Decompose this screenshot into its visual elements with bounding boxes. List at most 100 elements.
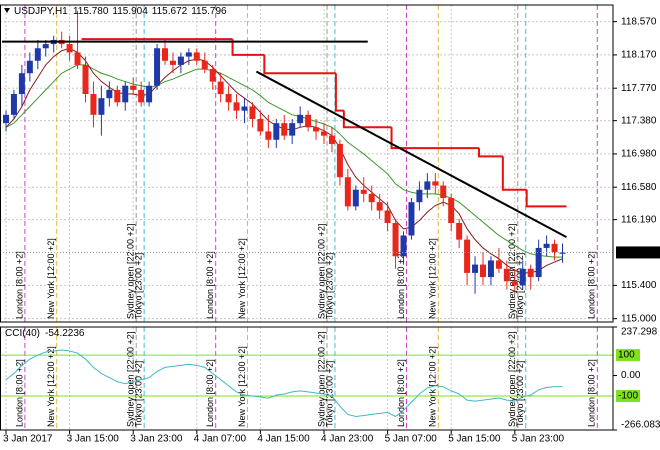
candle-body: [321, 131, 327, 136]
candle-body: [3, 114, 9, 124]
candle-body: [344, 177, 351, 207]
candle-body: [146, 85, 153, 103]
candle-body: [273, 123, 280, 140]
session-label: Sydney open [22:00 +2]: [316, 224, 326, 319]
candle-body: [368, 193, 375, 203]
x-tick-label: 5 Jan 07:00: [385, 434, 438, 445]
session-label: Sydney open [22:00 +2]: [316, 332, 326, 427]
candle-body: [495, 260, 502, 269]
session-label: New York [12:00 +2]: [428, 238, 438, 319]
candle-body: [336, 143, 343, 178]
session-label: London [8:00 +2]: [396, 251, 406, 319]
y-tick-label: 115.400: [621, 280, 657, 291]
session-label: Tokyo [23:00 +2]: [134, 361, 144, 427]
candle-body: [559, 252, 566, 254]
menu-triangle[interactable]: [4, 8, 10, 13]
candle-body: [480, 264, 486, 278]
session-label: London [8:00 +2]: [587, 359, 597, 427]
candle-body: [265, 131, 272, 140]
candle-body: [503, 268, 510, 282]
candle-body: [360, 189, 367, 194]
session-label: London [8:00 +2]: [14, 251, 24, 319]
candle-body: [408, 202, 415, 236]
y-tick-label: 116.580: [621, 182, 657, 193]
session-label: Sydney open [22:00 +2]: [507, 224, 517, 319]
candle-body: [185, 52, 192, 57]
session-label: Tokyo [23:00 +2]: [324, 361, 334, 427]
session-label: Sydney open [22:00 +2]: [126, 224, 136, 319]
candle-body: [305, 114, 312, 128]
candle-body: [376, 202, 383, 211]
candle-body: [18, 73, 25, 95]
candle-body: [217, 81, 224, 95]
candle-body: [98, 98, 105, 115]
cci-frame: [0, 326, 614, 431]
last-price-box: [616, 246, 660, 259]
cci-level-box: [616, 390, 640, 403]
cci-last: -54.2236: [45, 328, 85, 339]
candle-body: [297, 114, 304, 124]
candle-body: [26, 60, 33, 74]
y-tick-label: 117.380: [621, 115, 657, 126]
plot-layer: 118.570 118.170 117.770 117.380 116.980 116.5…: [0, 4, 660, 445]
session-label: New York [12:00 +2]: [237, 346, 247, 427]
candle-body: [241, 106, 248, 111]
candle-body: [114, 89, 121, 103]
candle-body: [209, 69, 216, 82]
candle-body: [543, 243, 550, 248]
y-tick-label: 237.298: [621, 327, 658, 338]
candle-body: [154, 48, 161, 86]
session-label: London [8:00 +2]: [205, 251, 215, 319]
candle-body: [519, 268, 526, 286]
x-tick-label: 5 Jan 15:00: [448, 434, 501, 445]
candle-body: [328, 135, 335, 144]
session-label: London [8:00 +2]: [396, 359, 406, 427]
low-label: 115.672: [152, 6, 188, 17]
candle-body: [281, 123, 288, 136]
candle-body: [10, 94, 17, 115]
session-label: London [8:00 +2]: [14, 359, 24, 427]
candle-body: [257, 118, 264, 132]
trendline: [255, 70, 567, 239]
cci-line: [5, 349, 563, 418]
cci-header: CCI(40) -54.2236: [5, 328, 85, 339]
candle-body: [74, 52, 81, 65]
overlay-line: [5, 64, 563, 258]
last-price-label: 115.796: [621, 247, 657, 258]
candle-body: [313, 127, 320, 132]
open-label: 115.780: [73, 6, 109, 17]
x-tick-label: 3 Jan 15:00: [67, 434, 120, 445]
session-label: Tokyo [23:00 +2]: [134, 253, 144, 319]
candle-body: [448, 198, 455, 223]
session-label: Tokyo [23:00 +2]: [515, 361, 525, 427]
candle-body: [42, 44, 49, 49]
x-tick-label: 4 Jan 15:00: [257, 434, 310, 445]
y-tick-label: 118.170: [621, 50, 657, 61]
symbol: USDJPY,H1: [14, 6, 68, 17]
session-label: New York [12:00 +2]: [237, 238, 247, 319]
y-tick-label: 116.190: [621, 214, 657, 225]
candle-body: [424, 181, 431, 190]
cci-level-label: 100: [618, 350, 635, 361]
candle-body: [352, 189, 359, 207]
x-tick-label: 4 Jan 07:00: [194, 434, 247, 445]
x-tick-label: 5 Jan 23:00: [512, 434, 565, 445]
session-label: London [8:00 +2]: [587, 251, 597, 319]
candle-body: [432, 181, 439, 186]
session-label: Sydney open [22:00 +2]: [507, 332, 517, 427]
session-label: Tokyo [23:00 +2]: [324, 253, 334, 319]
candle-body: [193, 52, 200, 61]
session-label: New York [12:00 +2]: [46, 238, 56, 319]
candle-body: [249, 106, 256, 119]
candle-body: [487, 260, 494, 278]
candle-body: [511, 281, 518, 286]
candle-body: [106, 89, 113, 99]
candle-body: [177, 56, 184, 65]
candle-body: [527, 268, 534, 278]
candle-body: [456, 222, 463, 240]
cci-level-box: [616, 349, 640, 362]
candle-body: [440, 185, 447, 199]
price-frame: [0, 4, 614, 323]
candle-body: [162, 48, 168, 61]
